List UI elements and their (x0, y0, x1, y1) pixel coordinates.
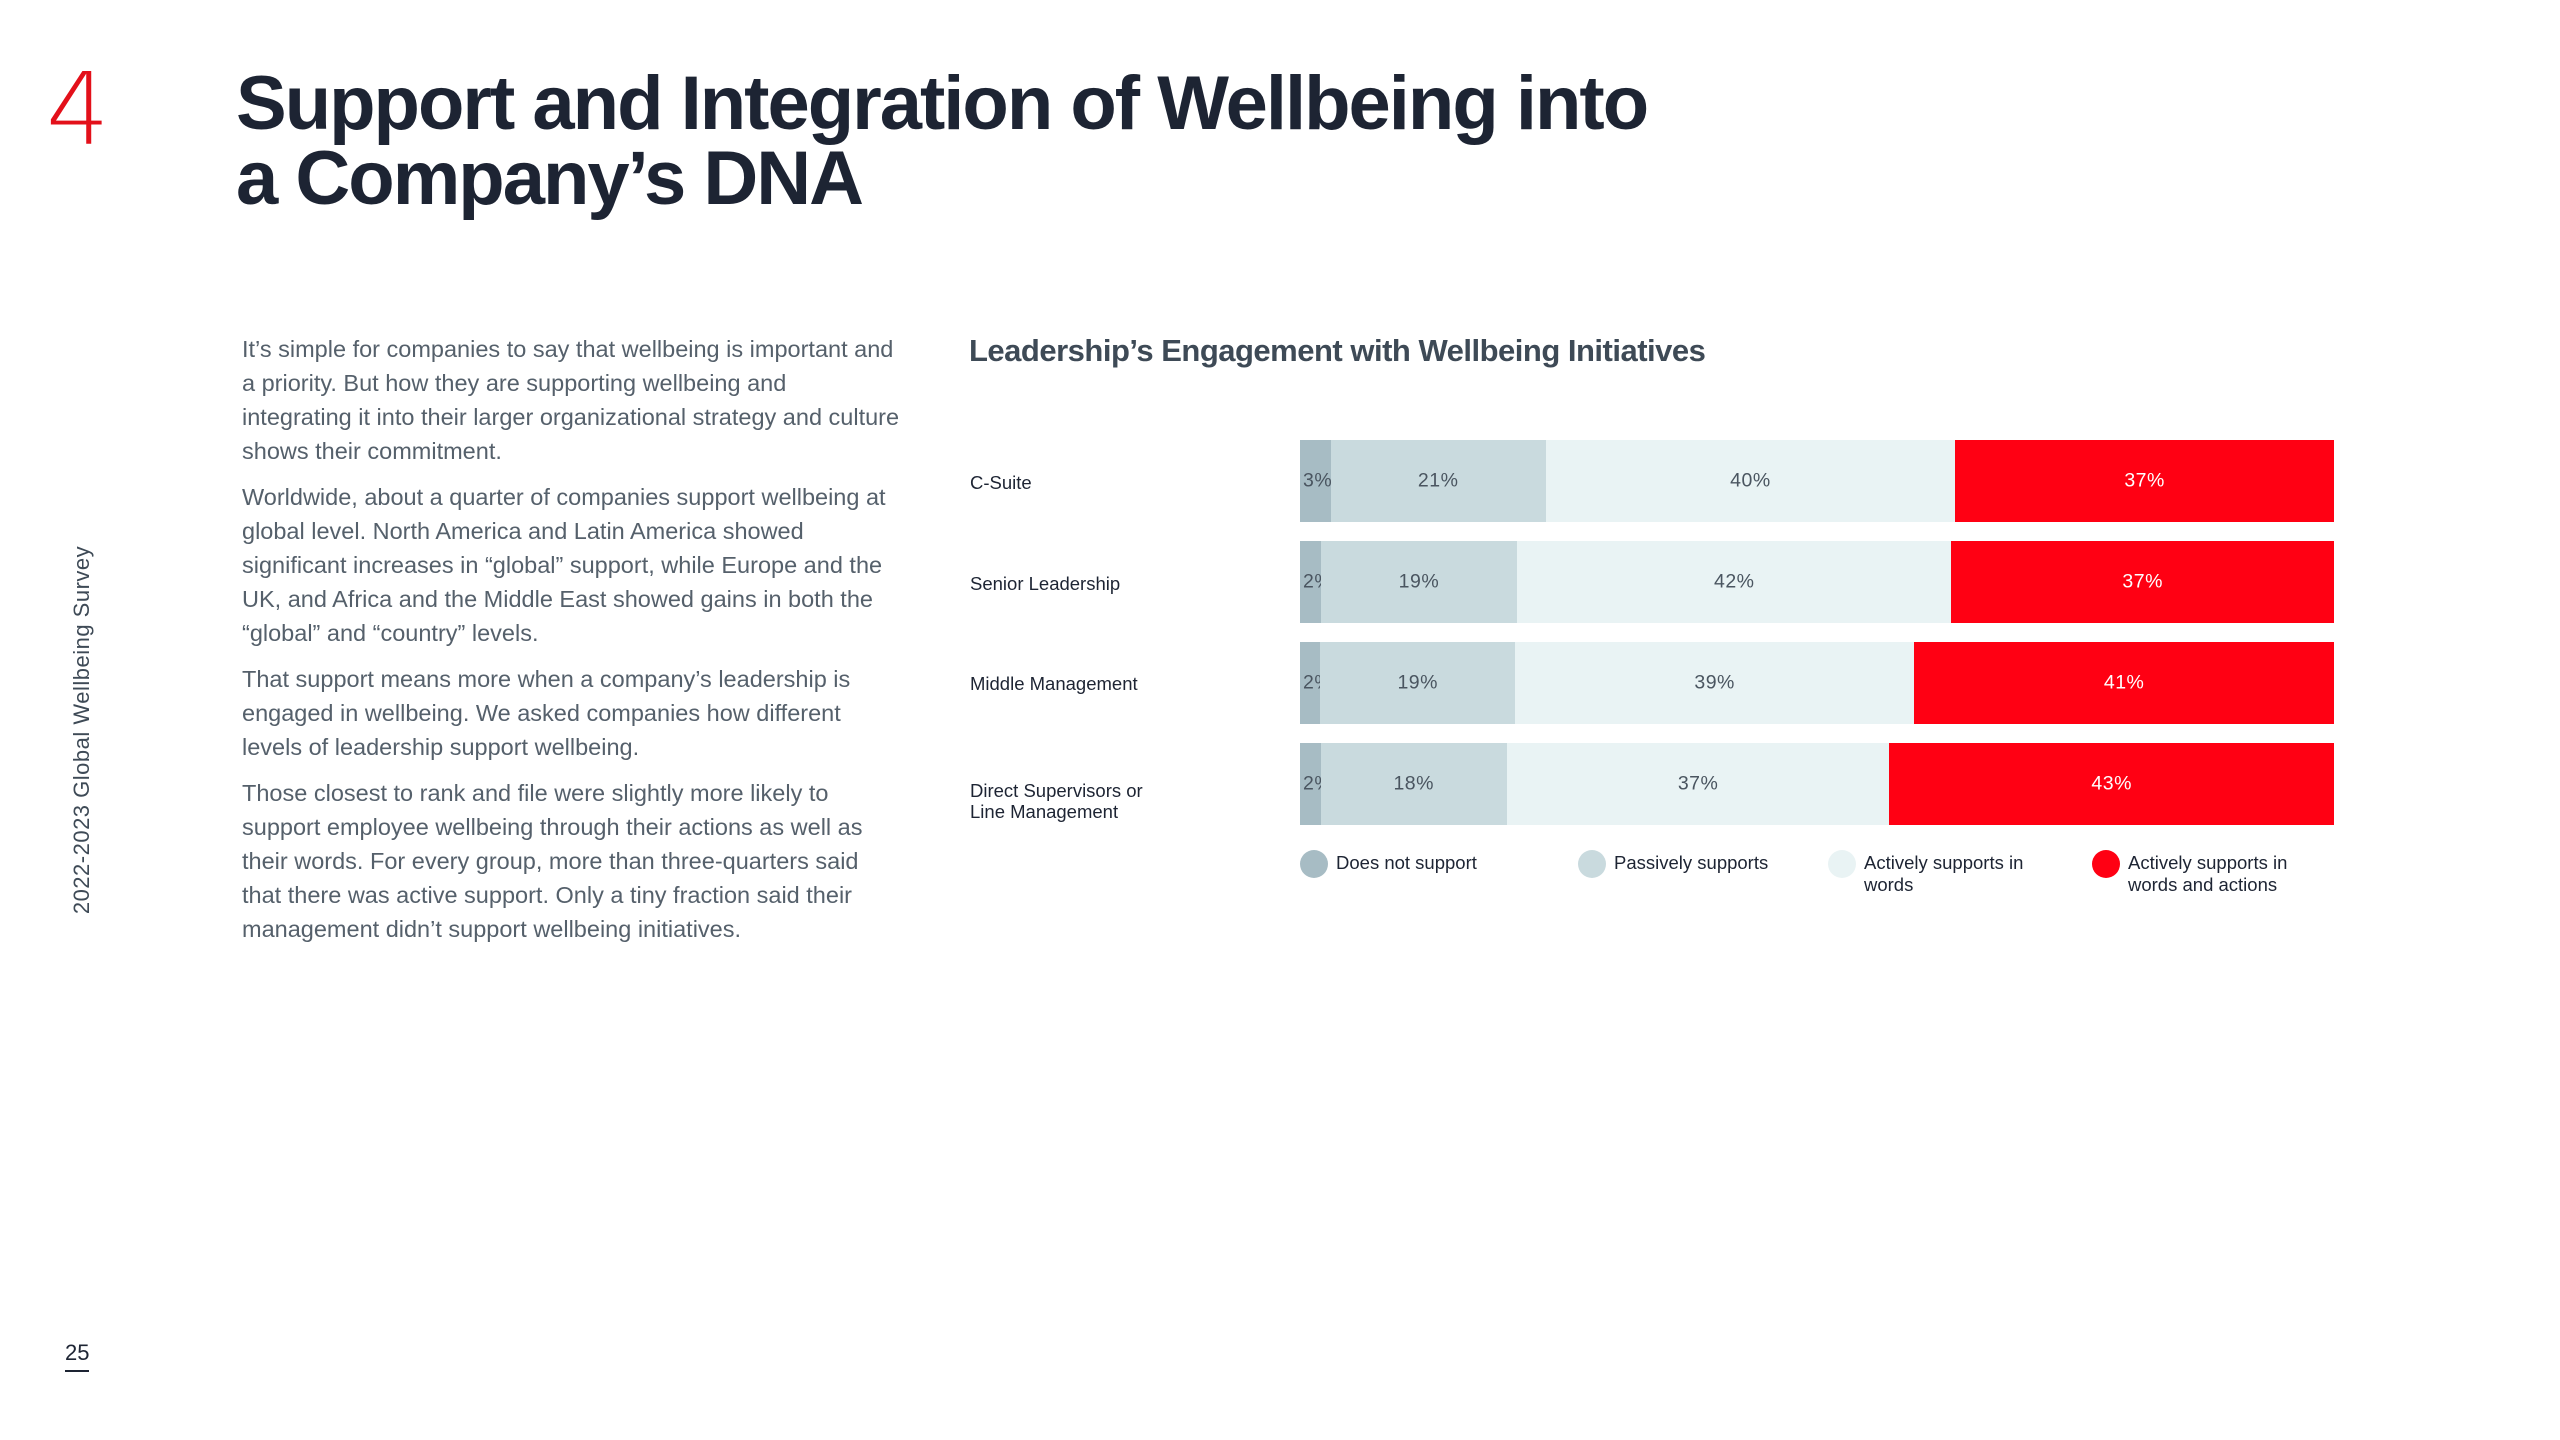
paragraph-3: That support means more when a company’s… (242, 666, 851, 760)
page-number: 25 (65, 1340, 90, 1372)
row-label-direct-supervisors: Direct Supervisors or Line Management (970, 780, 1143, 822)
legend-dot (1828, 850, 1856, 878)
bar-segment-actively-supports-words-actions: 43% (1889, 743, 2334, 825)
bar-segment-does-not-support: 2% (1300, 541, 1332, 623)
data-label: 41% (2103, 671, 2145, 694)
bar-segment-actively-supports-words: 39% (1514, 642, 1915, 724)
bar-c-suite: 3% 21% 40% 37% (1300, 440, 2334, 522)
page-title-line-1: Support and Integration of Wellbeing int… (236, 61, 1649, 146)
bar-direct-supervisors: 2% 18% 37% 43% (1300, 743, 2334, 825)
data-label: 39% (1694, 671, 1735, 694)
bar-segment-actively-supports-words: 40% (1545, 440, 1956, 522)
data-label: 19% (1397, 671, 1438, 694)
legend-dot (2092, 850, 2120, 878)
data-label: 37% (2124, 469, 2165, 492)
legend-dot (1300, 850, 1328, 878)
page-title-line-2: a Company’s DNA (236, 136, 864, 221)
data-label: 21% (1417, 469, 1459, 492)
bar-segment-does-not-support: 3% (1300, 440, 1333, 522)
bar-segment-passively-supports: 21% (1330, 440, 1546, 522)
paragraph-2: Worldwide, about a quarter of companies … (242, 484, 886, 646)
bar-segment-passively-supports: 18% (1320, 743, 1507, 825)
legend-label: Passively supports (1614, 852, 1769, 873)
row-label-c-suite: C-Suite (970, 472, 1032, 493)
data-label: 37% (1677, 772, 1719, 795)
data-label: 19% (1398, 570, 1440, 593)
page-title: Support and Integration of Wellbeing int… (236, 61, 1736, 221)
legend-label: Actively supports in words and actions (2128, 852, 2288, 895)
data-label: 40% (1730, 469, 1771, 492)
paragraph-4: Those closest to rank and file were slig… (242, 780, 863, 942)
legend-label: Actively supports in words (1864, 852, 2024, 895)
data-label: 37% (2122, 570, 2163, 593)
bar-segment-passively-supports: 19% (1320, 541, 1518, 623)
bar-segment-actively-supports-words: 42% (1517, 541, 1952, 623)
legend-label: Does not support (1336, 852, 1477, 873)
data-label: 18% (1393, 772, 1434, 795)
chart-title: Leadership’s Engagement with Wellbeing I… (969, 333, 1706, 368)
bar-segment-does-not-support: 2% (1300, 642, 1332, 724)
body-text: It’s simple for companies to say that we… (242, 332, 902, 958)
side-label: 2022-2023 Global Wellbeing Survey (69, 545, 94, 915)
bar-segment-actively-supports-words: 37% (1506, 743, 1890, 825)
legend-dot (1578, 850, 1606, 878)
data-label: 42% (1713, 570, 1755, 593)
bar-segment-does-not-support: 2% (1300, 743, 1332, 825)
bar-segment-actively-supports-words-actions: 37% (1955, 440, 2334, 522)
bar-segment-actively-supports-words-actions: 41% (1914, 642, 2334, 724)
row-label-senior-leadership: Senior Leadership (970, 573, 1121, 594)
row-label-middle-management: Middle Management (970, 673, 1138, 694)
data-label: 43% (2091, 772, 2132, 795)
data-label: 3% (1303, 469, 1333, 492)
bar-senior-leadership: 2% 19% 42% 37% (1300, 541, 2334, 623)
section-number: 4 (46, 51, 110, 168)
bar-segment-actively-supports-words-actions: 37% (1951, 541, 2334, 623)
paragraph-1: It’s simple for companies to say that we… (242, 336, 900, 464)
bar-segment-passively-supports: 19% (1320, 642, 1515, 724)
bar-middle-management: 2% 19% 39% 41% (1300, 642, 2334, 724)
